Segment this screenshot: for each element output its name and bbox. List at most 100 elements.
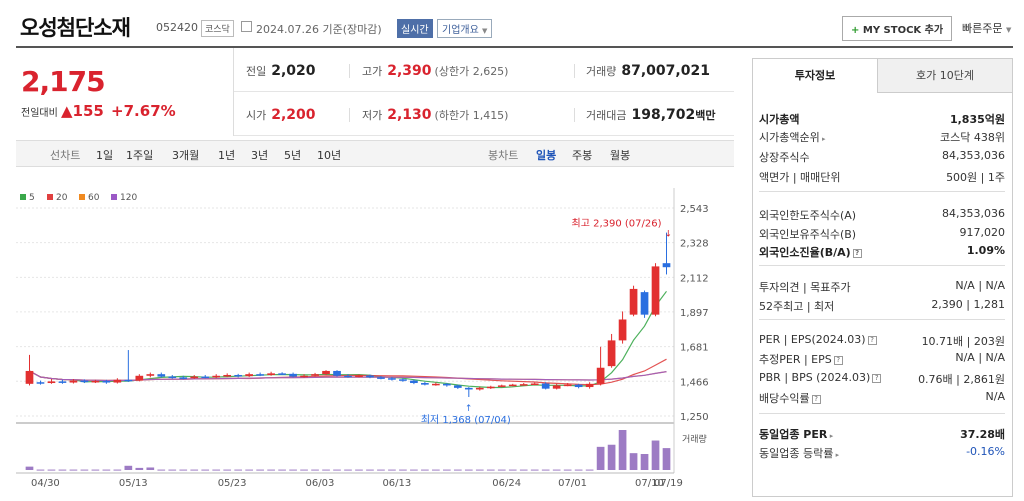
info-label: 투자의견 | 목표주가: [759, 281, 851, 294]
low-price: 저가 2,130 (하한가 1,415): [362, 107, 509, 123]
candle-body: [662, 263, 671, 268]
stock-name: 오성첨단소재: [20, 16, 131, 40]
info-row: 액면가 | 매매단위 500원 | 1주: [759, 167, 1005, 185]
x-tick-label: 04/30: [31, 478, 60, 489]
info-label: 액면가 | 매매단위: [759, 171, 841, 184]
candle-body: [475, 387, 484, 390]
volume-bar: [552, 469, 561, 471]
volume-bar: [25, 466, 34, 470]
x-tick-label: 06/13: [382, 478, 411, 489]
candle-body: [146, 374, 155, 376]
volume-bar: [453, 469, 462, 471]
volume-bar: [58, 469, 67, 471]
info-value: 2,390 | 1,281: [931, 298, 1005, 311]
volume-bar: [399, 469, 407, 471]
volume-bar: [190, 469, 199, 471]
stats-row: 전일 2,020 고가 2,390 (상한가 2,625) 거래량 87,007,021: [234, 48, 734, 92]
chevron-right-icon[interactable]: ▸: [827, 432, 834, 440]
tab-investment-info[interactable]: 투자정보: [753, 59, 878, 93]
tab-daily[interactable]: 일봉: [536, 149, 557, 162]
info-value: N/A | N/A: [955, 279, 1005, 292]
candle-body: [113, 379, 122, 383]
x-tick-label: 07/19: [654, 478, 683, 489]
tab-orderbook[interactable]: 호가 10단계: [878, 59, 1012, 93]
help-icon[interactable]: ?: [811, 394, 821, 404]
volume-bar: [662, 448, 671, 470]
volume-bar: [135, 467, 144, 470]
company-overview-dropdown[interactable]: 기업개요 ▼: [437, 19, 493, 38]
help-icon[interactable]: ?: [833, 355, 843, 365]
volume-bar: [607, 444, 616, 470]
info-value: 0.76배 | 2,861원: [918, 373, 1005, 386]
info-row: 52주최고 | 최저 2,390 | 1,281: [759, 296, 1005, 314]
legend-label: 20: [56, 193, 68, 203]
price-stats: 전일 2,020 고가 2,390 (상한가 2,625) 거래량 87,007,021…: [234, 48, 734, 136]
info-label: 배당수익률?: [759, 390, 821, 406]
y-tick-label: 1,466: [680, 377, 709, 388]
volume-bar: [322, 469, 330, 471]
volume-label: 거래량: [682, 433, 707, 445]
candle-body: [124, 379, 133, 382]
candle-body: [190, 376, 199, 379]
tab-1w[interactable]: 1주일: [126, 149, 154, 162]
stock-chart: 2,543 2,328 2,112 1,897 1,681 1,466 1,250 5 20 60…: [16, 168, 734, 497]
market-badge: 코스닥: [201, 20, 234, 37]
tab-10y[interactable]: 10년: [317, 149, 342, 162]
info-label: 외국인보유주식수(B): [759, 228, 857, 241]
chevron-right-icon[interactable]: ▸: [833, 451, 840, 459]
candle-body: [497, 385, 506, 387]
tab-1d[interactable]: 1일: [96, 149, 114, 162]
tab-monthly[interactable]: 월봉: [610, 149, 631, 162]
candle-body: [574, 384, 583, 388]
help-icon[interactable]: ?: [872, 373, 882, 383]
volume-bar: [574, 469, 583, 471]
quote-date: 2024.07.26 기준(장마감): [256, 23, 382, 36]
tab-1y[interactable]: 1년: [218, 149, 236, 162]
info-value: 1.09%: [966, 244, 1005, 257]
help-icon[interactable]: ?: [867, 335, 877, 345]
tab-3m[interactable]: 3개월: [172, 149, 200, 162]
candle-body: [486, 386, 495, 389]
add-mystock-button[interactable]: + MY STOCK 추가: [842, 16, 953, 41]
chevron-right-icon[interactable]: ▸: [819, 135, 826, 143]
info-label: PER | EPS(2024.03)?: [759, 333, 877, 346]
low-annotation: 최저 1,368 (07/04): [421, 414, 511, 426]
info-row: 시가총액순위 ▸ 코스닥 438위: [759, 127, 1005, 145]
candle-body: [552, 385, 561, 389]
volume-bar: [563, 469, 572, 471]
info-value: 84,353,036: [942, 149, 1005, 162]
info-row: 배당수익률? N/A: [759, 388, 1005, 406]
candle-body: [508, 384, 517, 387]
volume-bar: [585, 469, 594, 471]
tab-weekly[interactable]: 주봉: [572, 149, 593, 162]
info-value: 37.28배: [960, 428, 1005, 441]
volume-bar: [421, 469, 429, 471]
realtime-button[interactable]: 실시간: [397, 19, 433, 38]
candle-body: [333, 370, 341, 376]
volume-bar: [36, 469, 45, 471]
info-label: 추정PER | EPS?: [759, 351, 843, 367]
y-tick-label: 1,897: [680, 308, 709, 319]
volume-bar: [530, 469, 539, 471]
y-tick-label: 2,112: [680, 273, 709, 284]
candle-body: [278, 373, 286, 375]
info-row: 외국인소진율(B/A)? 1.09%: [759, 242, 1005, 260]
y-tick-label: 1,250: [680, 412, 709, 423]
y-tick-label: 1,681: [680, 343, 709, 354]
candle-body: [607, 340, 616, 367]
candle-body: [585, 383, 594, 388]
volume-bar: [333, 469, 341, 471]
y-tick-label: 2,543: [680, 204, 709, 215]
candle-body: [443, 383, 451, 386]
info-divider: [759, 265, 1005, 266]
candle-body: [245, 374, 253, 377]
volume-bar: [47, 469, 56, 471]
info-row: 동일업종 등락률 ▸ -0.16%: [759, 443, 1005, 461]
info-row: 투자의견 | 목표주가 N/A | N/A: [759, 277, 1005, 295]
quick-order-link[interactable]: 빠른주문 ▼: [962, 22, 1012, 35]
info-row: PBR | BPS (2024.03)? 0.76배 | 2,861원: [759, 369, 1005, 387]
help-icon[interactable]: ?: [852, 248, 862, 258]
tab-5y[interactable]: 5년: [284, 149, 302, 162]
volume-bar: [432, 469, 440, 471]
tab-3y[interactable]: 3년: [251, 149, 269, 162]
